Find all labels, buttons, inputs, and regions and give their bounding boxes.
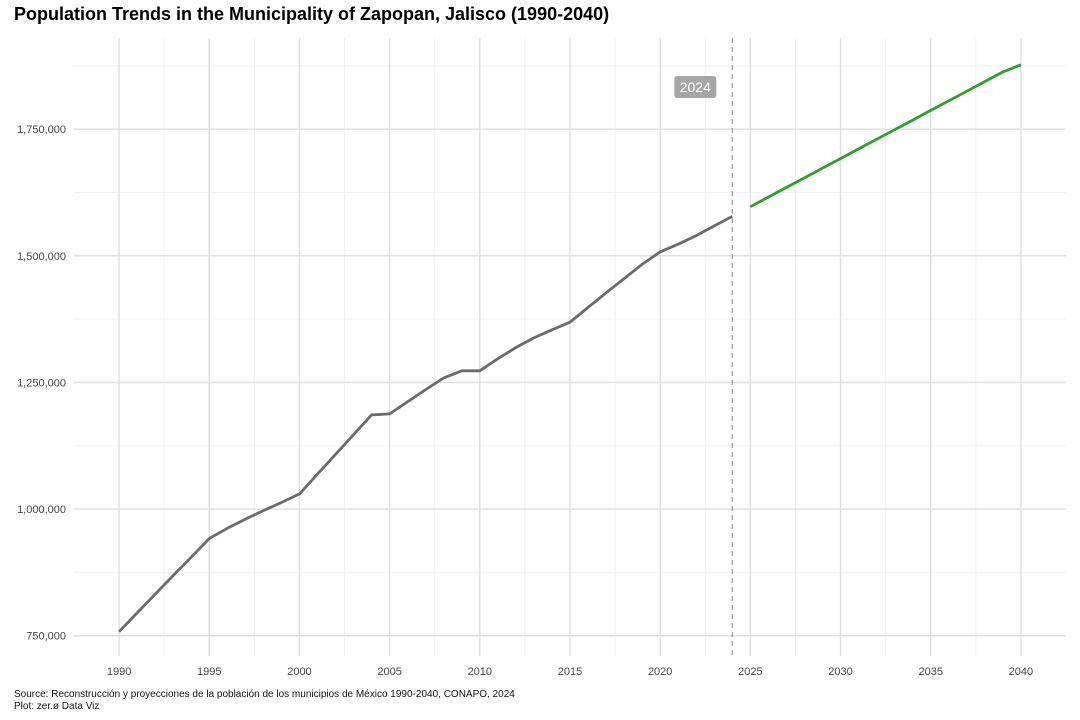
- annotation-layer: 2024: [674, 76, 717, 98]
- x-tick-label: 2035: [918, 666, 942, 678]
- y-tick-label: 750,000: [26, 631, 66, 643]
- series-line-1: [118, 215, 733, 633]
- annotation-label: 2024: [680, 79, 711, 95]
- x-tick-label: 2030: [828, 666, 852, 678]
- y-tick-label: 1,000,000: [17, 504, 66, 516]
- x-tick-label: 2040: [1009, 666, 1033, 678]
- y-axis-tick-labels: 750,000 1,000,000 1,250,000 1,500,000 1,750,…: [17, 124, 66, 643]
- annotation-label-box: [674, 76, 717, 98]
- series-layer: [118, 63, 1022, 633]
- major-gridlines: [74, 38, 1066, 656]
- y-tick-label: 1,750,000: [17, 124, 66, 136]
- x-tick-label: 2000: [287, 666, 311, 678]
- x-tick-label: 1995: [197, 666, 221, 678]
- y-tick-label: 1,500,000: [17, 251, 66, 263]
- x-tick-label: 2015: [558, 666, 582, 678]
- x-tick-label: 2005: [377, 666, 401, 678]
- x-tick-label: 2025: [738, 666, 762, 678]
- plot-credit-caption: Plot: zer.ø Data Viz: [14, 701, 100, 712]
- minor-gridlines: [74, 38, 1066, 656]
- x-tick-label: 1990: [107, 666, 131, 678]
- source-caption: Source: Reconstrucción y proyecciones de…: [14, 689, 515, 700]
- y-tick-label: 1,250,000: [17, 377, 66, 389]
- series-line-2: [749, 63, 1022, 208]
- line-chart: 2024 1990 1995 2000 2005 2010 2015 2020 2025 203…: [17, 38, 1066, 678]
- chart-title: Population Trends in the Municipality of…: [14, 4, 610, 24]
- x-tick-label: 2020: [648, 666, 672, 678]
- x-axis-tick-labels: 1990 1995 2000 2005 2010 2015 2020 2025 2030 2035…: [107, 666, 1033, 678]
- x-tick-label: 2010: [468, 666, 492, 678]
